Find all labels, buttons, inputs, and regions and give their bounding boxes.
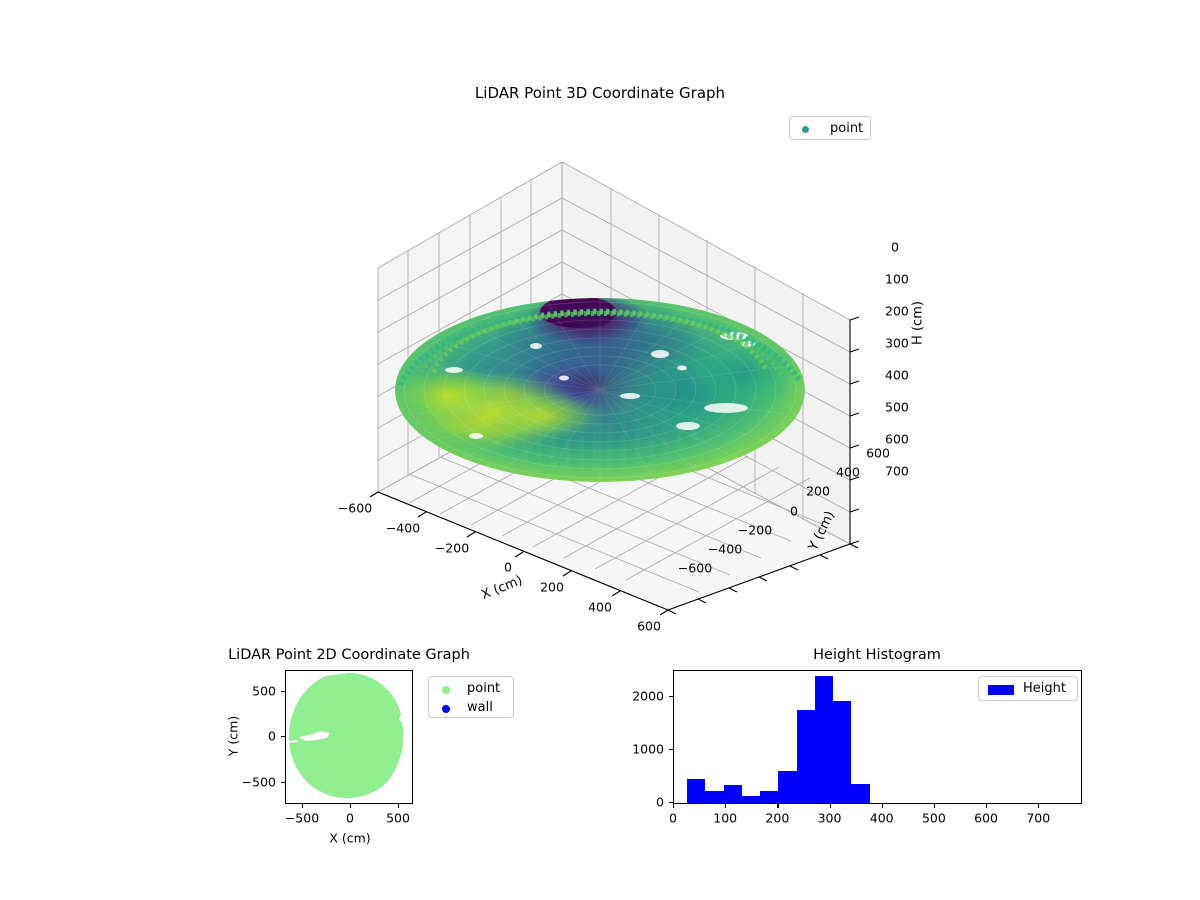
legend-swatch-height [988,685,1014,695]
x-tickmark [829,804,831,808]
y-tickmark [669,802,673,804]
z-tick-label: 700 [885,463,909,479]
panel-3d-title: LiDAR Point 3D Coordinate Graph [474,84,726,102]
x-tickmark [986,804,988,808]
x-tick-label: −200 [434,540,470,556]
y-tickmark [281,782,285,784]
y-tick-label: −400 [707,541,743,557]
x-tick-label: 400 [869,810,894,826]
legend-marker-wall [442,705,450,713]
x-tickmark [398,804,400,808]
panel-hist-legend[interactable]: Height [978,676,1078,701]
point-cloud-3d [395,298,805,482]
x-tick-label: 0 [669,810,677,826]
y-tick-label: 0 [268,728,276,744]
y-tickmark [281,691,285,693]
histogram-bar [833,701,852,803]
x-tickmark [1038,804,1040,808]
y-tick-label: −600 [677,560,713,576]
scatter-2d-points [288,673,404,799]
histogram-bar [851,783,870,803]
x-tickmark [673,804,675,808]
histogram-bar [778,770,797,803]
y-tickmark [669,696,673,698]
z-tick-label: 500 [885,399,909,415]
panel-2d-title: LiDAR Point 2D Coordinate Graph [228,647,470,663]
z-tick-label: 600 [885,431,909,447]
x-tick-label: 600 [637,618,661,634]
x-tick-label: 500 [386,810,410,826]
axis-label-z: H (cm) [910,301,926,345]
y-tick-label: 0 [790,503,798,519]
legend-label-point: point [830,121,864,136]
histogram-bar [796,710,815,803]
y-tickmark [669,749,673,751]
x-tickmark [725,804,727,808]
legend-label-point: point [467,681,501,696]
x-tickmark [933,804,936,808]
z-tick-label: 400 [885,367,909,383]
legend-label-wall: wall [467,700,493,715]
z-tick-label: 200 [885,303,909,319]
z-tick-label: 100 [885,271,909,287]
histogram-bar [741,795,761,803]
z-tick-label: 0 [891,239,899,255]
x-tick-label: 0 [346,810,354,826]
x-tick-label: 0 [504,559,512,575]
x-tickmark [302,804,304,808]
legend-marker-point [802,126,809,133]
y-tick-label: 600 [866,445,890,461]
panel-2d-legend[interactable]: point wall [428,676,514,718]
histogram-bar [705,791,724,803]
axes-3d-canvas [369,161,860,616]
z-tick-label: 300 [885,335,909,351]
histogram-bar [760,790,779,803]
x-tick-label: 400 [588,599,612,615]
x-tick-label: 600 [974,810,998,826]
panel-hist-title: Height Histogram [813,647,941,663]
x-tick-label: 200 [540,579,564,595]
panel-hist-axes[interactable] [673,670,1082,804]
x-tick-label: 100 [713,810,738,826]
y-tickmark [281,736,285,738]
y-tick-label: 2000 [632,688,664,704]
histogram-bars [674,671,1081,803]
x-tick-label: −500 [284,810,320,826]
x-tick-label: 500 [921,810,946,826]
panel-3d-legend[interactable]: point [789,116,871,140]
y-tick-label: 400 [836,464,860,480]
y-tick-label: 500 [252,683,276,699]
x-tick-label: −400 [385,520,421,536]
x-tickmark [881,804,883,808]
y-tick-label: 1000 [632,741,664,757]
x-tick-label: 700 [1026,810,1051,826]
histogram-bar [723,785,742,803]
y-tick-label: 0 [656,794,664,810]
histogram-bar [814,675,834,803]
histogram-bar [687,779,706,803]
x-tick-label: 200 [765,810,790,826]
axis-label-x-2d: X (cm) [329,830,371,846]
panel-2d-axes[interactable] [285,670,413,804]
y-tick-label: 200 [806,483,830,499]
panel-3d-axes[interactable]: −600 −400 −200 0 200 400 600 X (cm) 600 … [330,140,926,634]
x-tickmark [350,804,352,808]
x-tickmark [777,804,779,808]
axis-label-y-2d: Y (cm) [225,715,241,757]
y-tick-label: −200 [737,522,773,538]
legend-label-height: Height [1023,681,1066,696]
y-tick-label: −500 [241,774,276,790]
x-tick-label: −600 [337,500,373,516]
legend-marker-point [442,686,450,694]
x-tick-label: 300 [817,810,842,826]
